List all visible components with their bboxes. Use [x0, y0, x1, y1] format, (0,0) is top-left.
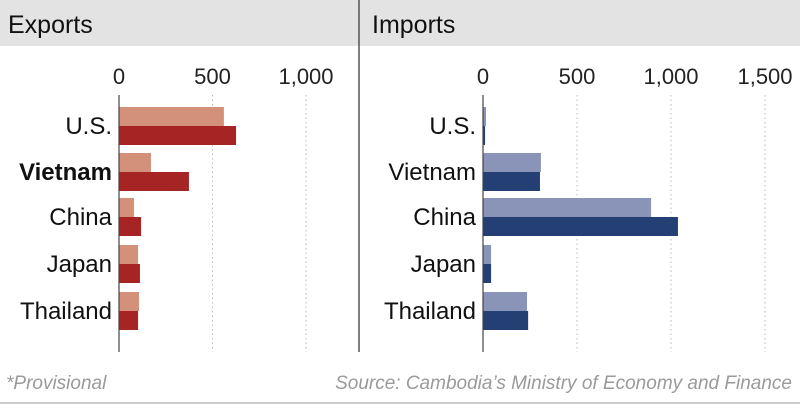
- imports-title: Imports: [372, 11, 455, 39]
- bar: [483, 245, 492, 264]
- source-note: Source: Cambodia’s Ministry of Economy a…: [335, 373, 792, 394]
- category-label: Thailand: [384, 298, 476, 325]
- bar: [119, 292, 140, 311]
- bar: [483, 311, 529, 330]
- bar: [483, 126, 486, 145]
- bar: [119, 217, 142, 236]
- provisional-note: *Provisional: [6, 373, 107, 394]
- bar: [483, 217, 678, 236]
- bar: [119, 245, 139, 264]
- bar: [483, 153, 541, 172]
- bar: [483, 198, 652, 217]
- category-label: Vietnam: [19, 159, 112, 186]
- category-label: China: [413, 204, 476, 231]
- bar: [483, 172, 540, 191]
- x-tick-label: 1,000: [643, 64, 698, 89]
- category-label: U.S.: [65, 113, 112, 140]
- category-label: Japan: [411, 251, 476, 278]
- bar: [119, 198, 134, 217]
- bar: [119, 107, 224, 126]
- bar: [119, 311, 139, 330]
- x-tick-label: 1,000: [278, 64, 333, 89]
- category-label: Thailand: [20, 298, 112, 325]
- bar: [119, 153, 151, 172]
- bar: [483, 292, 527, 311]
- x-tick-label: 0: [113, 64, 125, 89]
- bar: [483, 264, 492, 283]
- exports-title: Exports: [8, 11, 93, 39]
- bar: [119, 264, 140, 283]
- x-tick-label: 500: [194, 64, 231, 89]
- header-band: [0, 0, 800, 46]
- category-label: Japan: [47, 251, 112, 278]
- category-label: U.S.: [429, 113, 476, 140]
- bar: [119, 126, 237, 145]
- category-label: China: [49, 204, 112, 231]
- x-tick-label: 0: [477, 64, 489, 89]
- bar: [483, 107, 487, 126]
- x-tick-label: 1,500: [737, 64, 792, 89]
- bar: [119, 172, 189, 191]
- x-tick-label: 500: [559, 64, 596, 89]
- category-label: Vietnam: [388, 159, 476, 186]
